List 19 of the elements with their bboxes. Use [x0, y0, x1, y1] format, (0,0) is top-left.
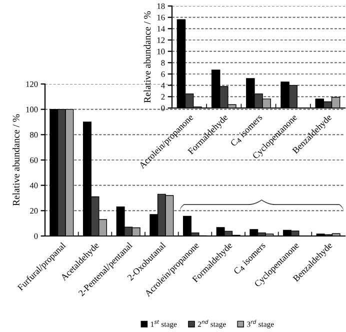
y-tick-label: 120	[26, 81, 38, 87]
y-tick-label: 12	[157, 37, 165, 43]
y-tick-label: 4	[161, 82, 165, 88]
y-tick-label: 60	[30, 157, 38, 163]
y-tick-label: 18	[157, 3, 165, 9]
y-axis-title: Relative abundance / %	[144, 11, 151, 103]
y-tick-label: 40	[30, 182, 38, 188]
y-tick-label: 100	[26, 106, 38, 112]
y-tick-label: 6	[161, 71, 165, 77]
y-tick-label: 10	[157, 48, 165, 54]
y-tick-label: 0	[161, 105, 165, 111]
y-axis-title: Relative abundance / %	[12, 114, 20, 206]
y-tick-label: 0	[34, 233, 38, 239]
y-tick-label: 14	[157, 26, 165, 32]
y-tick-label: 8	[161, 60, 165, 66]
y-tick-label: 20	[30, 208, 38, 214]
y-tick-label: 2	[161, 94, 165, 100]
y-tick-label: 16	[157, 14, 165, 20]
y-tick-label: 80	[30, 132, 38, 138]
